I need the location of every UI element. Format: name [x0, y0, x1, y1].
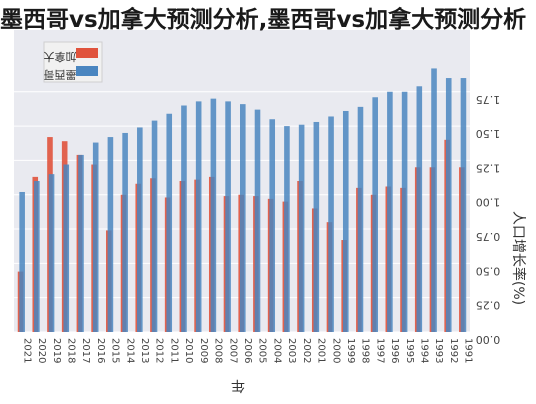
- bar-mexico-2019: [48, 174, 55, 332]
- x-tick-label: 2013: [139, 338, 150, 363]
- bar-mexico-1997: [372, 97, 378, 332]
- bar-mexico-2020: [34, 181, 40, 332]
- bar-mexico-2005: [254, 109, 261, 333]
- x-tick-label: 2015: [110, 338, 121, 363]
- y-axis-label: 人口增长率(%): [510, 211, 527, 305]
- x-tick-label: 1997: [374, 338, 385, 363]
- bar-mexico-2013: [137, 127, 143, 333]
- y-tick-label: 1.50: [476, 127, 501, 140]
- x-tick-label: 2019: [51, 338, 62, 363]
- bar-mexico-2010: [181, 105, 187, 332]
- bar-mexico-2003: [284, 126, 290, 332]
- bar-mexico-2014: [122, 132, 128, 332]
- x-tick-label: 2000: [330, 338, 341, 363]
- bar-mexico-2008: [210, 98, 217, 332]
- x-tick-label: 2016: [95, 338, 106, 363]
- x-tick-label: 2008: [213, 338, 224, 363]
- x-tick-label: 1999: [345, 338, 356, 363]
- x-tick-label: 1995: [404, 338, 415, 363]
- legend-swatch-canada: [76, 48, 98, 58]
- bar-mexico-1993: [431, 68, 437, 332]
- bars: [17, 68, 467, 333]
- x-tick-label: 1998: [360, 338, 371, 363]
- bar-mexico-2021: [19, 191, 25, 332]
- x-tick-label: 2011: [168, 338, 179, 363]
- x-tick-label: 2012: [154, 338, 165, 363]
- x-tick-label: 1991: [463, 338, 474, 363]
- legend: 加拿大 墨西哥: [43, 41, 103, 83]
- x-tick-label: 2002: [301, 338, 312, 363]
- x-tick-label: 2021: [21, 338, 32, 363]
- legend-label-mexico: 墨西哥: [44, 68, 77, 81]
- bar-mexico-2011: [166, 113, 173, 333]
- legend-swatch-mexico: [76, 66, 98, 76]
- y-tick-label: 0.25: [476, 299, 501, 312]
- x-tick-label: 1993: [433, 338, 444, 363]
- x-tick-label: 2005: [257, 338, 268, 363]
- bar-mexico-2006: [240, 104, 246, 332]
- bar-mexico-2009: [195, 101, 202, 332]
- x-tick-label: 2009: [198, 338, 209, 363]
- x-tick-label: 1992: [448, 338, 459, 363]
- bar-mexico-2002: [298, 124, 305, 332]
- x-tick-label: 2007: [227, 338, 238, 363]
- x-tick-label: 2001: [316, 338, 327, 363]
- x-axis-label: 年: [231, 377, 245, 393]
- y-tick-label: 1.25: [476, 161, 501, 174]
- bar-mexico-1991: [460, 78, 467, 332]
- bar-mexico-2018: [63, 164, 70, 332]
- bar-mexico-1994: [416, 86, 423, 332]
- x-tick-label: 2010: [183, 338, 194, 363]
- x-tick-label: 2014: [124, 338, 135, 363]
- y-tick-label: 1.00: [476, 196, 501, 209]
- x-tick-label: 2020: [36, 338, 47, 363]
- bar-mexico-1992: [445, 78, 452, 332]
- x-tick-label: 1994: [419, 338, 430, 363]
- x-tick-label: 2003: [286, 338, 297, 363]
- bar-mexico-2015: [107, 137, 114, 332]
- bar-mexico-2017: [78, 154, 84, 332]
- x-tick-label: 2018: [65, 338, 76, 363]
- x-tick-labels: 1991199219931994199519961997199819992000…: [21, 338, 473, 363]
- bar-mexico-1995: [401, 91, 408, 333]
- bar-mexico-1998: [357, 106, 364, 333]
- x-tick-label: 2006: [242, 338, 253, 363]
- bar-mexico-2007: [225, 101, 231, 332]
- bar-mexico-2004: [269, 119, 276, 332]
- bar-mexico-2001: [313, 121, 320, 332]
- bar-mexico-2000: [328, 116, 334, 332]
- y-tick-label: 0.00: [476, 333, 501, 346]
- y-tick-label: 0.50: [476, 264, 501, 277]
- x-tick-label: 2004: [271, 338, 282, 363]
- legend-label-canada: 加拿大: [44, 50, 77, 64]
- x-tick-label: 1996: [389, 338, 400, 363]
- y-tick-label: 0.75: [476, 230, 501, 243]
- bar-mexico-2016: [92, 142, 99, 332]
- bar-mexico-1999: [342, 110, 349, 333]
- bar-mexico-1996: [387, 91, 393, 333]
- bar-mexico-2012: [151, 120, 158, 332]
- y-tick-label: 1.75: [476, 93, 501, 106]
- y-tick-labels: 0.00 0.25 0.50 0.75 1.00 1.25 1.50 1.75: [476, 93, 501, 346]
- x-tick-label: 2017: [80, 338, 91, 363]
